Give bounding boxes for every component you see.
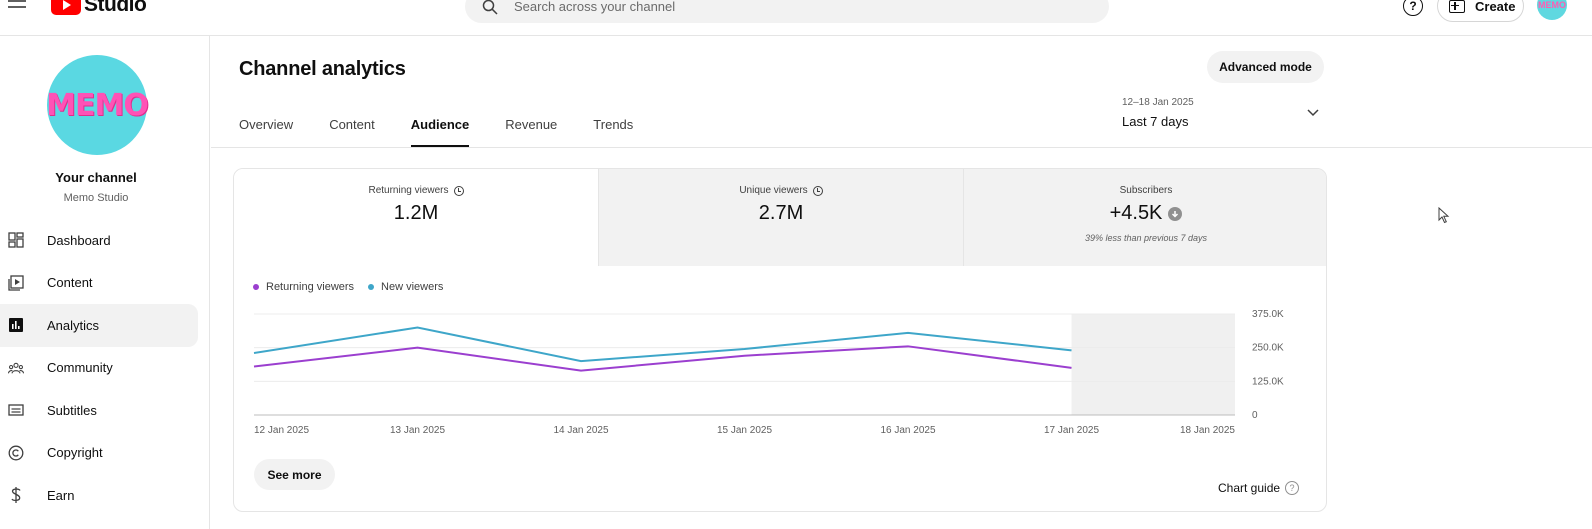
tab-revenue[interactable]: Revenue — [505, 117, 558, 132]
metric-note: 39% less than previous 7 days — [1084, 233, 1208, 243]
chart-legend: Returning viewers New viewers — [253, 281, 443, 293]
clock-icon — [453, 185, 464, 196]
metric-title: Subscribers — [1119, 185, 1173, 196]
sidebar-item-label: Content — [47, 275, 93, 291]
metric-subscribers[interactable]: Subscribers +4.5K 39% less than previous… — [963, 169, 1326, 266]
top-bar: Studio Search across your channel ? Crea… — [0, 0, 1592, 36]
metric-value: 1.2M — [393, 202, 439, 224]
content-icon — [8, 275, 24, 291]
legend-dot — [368, 284, 375, 290]
sidebar-item-subtitles[interactable]: Subtitles — [0, 389, 198, 432]
sidebar-item-label: Analytics — [47, 317, 100, 333]
metric-value: +4.5K — [1109, 202, 1163, 224]
sidebar: MEMO Your channel Memo Studio Dashboard … — [0, 36, 210, 529]
arrow-down-icon — [1168, 206, 1183, 221]
x-tick-label: 15 Jan 2025 — [717, 425, 772, 436]
y-tick-label: 250.0K — [1252, 343, 1284, 354]
chart-guide-link[interactable]: Chart guide ? — [1218, 481, 1300, 495]
metric-unique-viewers[interactable]: Unique viewers 2.7M — [598, 169, 963, 266]
create-label: Create — [1475, 0, 1516, 14]
account-avatar[interactable]: MEMO — [1537, 0, 1567, 20]
sidebar-nav: Dashboard Content Analytics Community Su… — [0, 219, 198, 517]
search-icon — [482, 0, 498, 15]
subtitles-icon — [8, 402, 24, 418]
menu-icon[interactable] — [8, 0, 28, 14]
audience-line-chart[interactable]: 375.0K 250.0K 125.0K 0 12 Jan 2025 13 Jan 202… — [240, 300, 1300, 445]
advanced-mode-button[interactable]: Advanced mode — [1207, 51, 1324, 83]
create-button[interactable]: Create — [1437, 0, 1524, 22]
sidebar-item-analytics[interactable]: Analytics — [0, 304, 198, 347]
help-button[interactable]: ? — [1403, 0, 1423, 16]
metric-title: Returning viewers — [368, 185, 449, 196]
date-range-text[interactable]: 12–18 Jan 2025 — [1122, 97, 1194, 108]
legend-dot — [253, 284, 259, 290]
divider — [211, 147, 1592, 148]
sidebar-item-label: Dashboard — [47, 232, 111, 248]
channel-name: Memo Studio — [63, 192, 129, 204]
clock-icon — [812, 185, 823, 196]
sidebar-item-dashboard[interactable]: Dashboard — [0, 219, 198, 262]
sidebar-item-label: Community — [47, 360, 113, 376]
x-tick-label: 14 Jan 2025 — [553, 425, 608, 436]
sidebar-item-copyright[interactable]: Copyright — [0, 432, 198, 475]
y-tick-label: 125.0K — [1252, 376, 1284, 387]
metric-value: 2.7M — [758, 202, 804, 224]
sidebar-item-label: Earn — [47, 487, 75, 503]
mouse-cursor-icon — [1438, 207, 1450, 224]
search-input[interactable]: Search across your channel — [465, 0, 1109, 23]
channel-avatar[interactable]: MEMO — [46, 55, 149, 155]
y-tick-label: 0 — [1252, 410, 1258, 421]
sidebar-item-label: Copyright — [47, 445, 103, 461]
analytics-icon — [8, 317, 24, 333]
copyright-icon — [8, 445, 24, 461]
chart-guide-label: Chart guide — [1218, 481, 1281, 495]
x-tick-label: 12 Jan 2025 — [254, 425, 309, 436]
help-icon: ? — [1285, 481, 1300, 495]
youtube-logo-icon — [51, 0, 81, 15]
legend-item-returning[interactable]: Returning viewers — [253, 281, 354, 293]
shaded-region — [1071, 314, 1235, 415]
date-range-label[interactable]: Last 7 days — [1122, 114, 1189, 129]
metric-title: Unique viewers — [739, 185, 808, 196]
tab-content[interactable]: Content — [329, 117, 375, 132]
legend-label: Returning viewers — [266, 281, 355, 293]
metric-returning-viewers[interactable]: Returning viewers 1.2M — [234, 169, 598, 266]
sidebar-item-community[interactable]: Community — [0, 347, 198, 390]
tab-trends[interactable]: Trends — [593, 117, 634, 132]
sidebar-item-earn[interactable]: Earn — [0, 474, 198, 517]
series-line-returning-viewers — [253, 345, 1072, 372]
see-more-button[interactable]: See more — [254, 459, 335, 490]
x-tick-label: 13 Jan 2025 — [390, 425, 445, 436]
sidebar-item-content[interactable]: Content — [0, 262, 198, 305]
community-icon — [8, 360, 24, 376]
dashboard-icon — [8, 232, 24, 248]
chevron-down-icon[interactable] — [1306, 108, 1320, 118]
logo-text: Studio — [84, 0, 147, 16]
channel-avatar-text: MEMO — [46, 87, 149, 123]
page-title: Channel analytics — [239, 58, 406, 80]
sidebar-item-label: Subtitles — [47, 402, 97, 418]
tab-overview[interactable]: Overview — [239, 117, 294, 132]
studio-logo[interactable]: Studio — [51, 0, 147, 16]
x-tick-label: 17 Jan 2025 — [1044, 425, 1099, 436]
search-placeholder: Search across your channel — [514, 0, 676, 14]
create-video-icon — [1449, 0, 1465, 13]
analytics-tabs: Overview Content Audience Revenue Trends — [239, 107, 669, 147]
x-tick-label: 16 Jan 2025 — [880, 425, 935, 436]
legend-item-new[interactable]: New viewers — [368, 281, 443, 293]
tab-audience[interactable]: Audience — [410, 107, 469, 147]
channel-title: Your channel — [55, 170, 137, 185]
legend-label: New viewers — [381, 281, 444, 293]
series-line-new-viewers — [253, 326, 1072, 363]
earn-icon — [8, 487, 24, 504]
x-tick-label: 18 Jan 2025 — [1180, 425, 1235, 436]
y-tick-label: 375.0K — [1252, 309, 1284, 320]
